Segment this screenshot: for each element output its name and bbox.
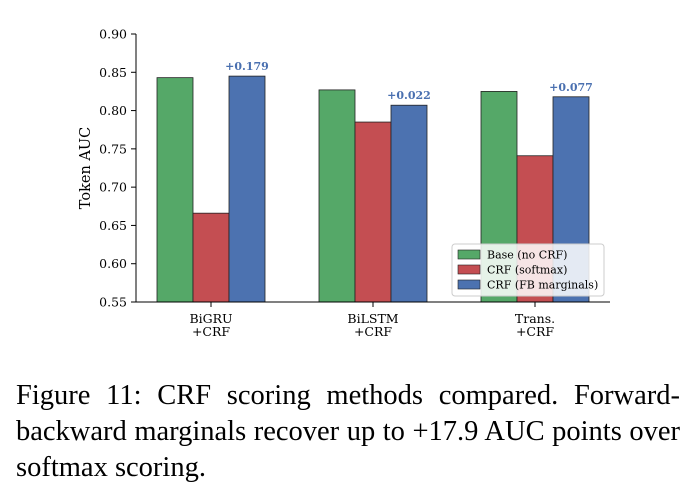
y-tick-label: 0.85 xyxy=(99,65,127,80)
delta-annotations: +0.179 +0.022 +0.077 xyxy=(225,60,593,102)
x-tick-label: +CRF xyxy=(354,324,392,339)
legend-box xyxy=(451,243,605,297)
legend-swatch xyxy=(457,279,481,290)
bars xyxy=(156,75,590,303)
bar-chart: 0.55 0.60 0.65 0.70 0.75 0.80 0.85 0.90 Token A… xyxy=(78,27,610,339)
bar-crf-fb xyxy=(390,104,428,303)
y-axis-title: Token AUC xyxy=(78,127,94,209)
bar-crf-softmax xyxy=(354,121,392,303)
y-tick-label: 0.90 xyxy=(99,27,127,42)
x-tick-label: +CRF xyxy=(192,324,230,339)
y-tick-label: 0.75 xyxy=(99,141,127,156)
bar-base xyxy=(318,89,356,303)
figure-caption: Figure 11: CRF scoring methods compared.… xyxy=(16,380,680,483)
legend-swatch xyxy=(457,249,481,260)
y-axis-ticks: 0.55 0.60 0.65 0.70 0.75 0.80 0.85 0.90 xyxy=(99,27,136,310)
x-tick-label: BiGRU xyxy=(189,311,232,326)
delta-label: +0.179 xyxy=(225,60,269,73)
y-tick-label: 0.55 xyxy=(99,295,127,310)
x-tick-label: +CRF xyxy=(516,324,554,339)
y-tick-label: 0.80 xyxy=(99,103,127,118)
x-tick-label: Trans. xyxy=(515,311,555,326)
x-tick-label: BiLSTM xyxy=(347,311,398,326)
bar-base xyxy=(156,77,194,303)
y-tick-label: 0.65 xyxy=(99,218,127,233)
legend-label: CRF (softmax) xyxy=(487,264,567,277)
bar-crf-softmax xyxy=(192,212,230,303)
legend: Base (no CRF) CRF (softmax) CRF (FB margin… xyxy=(451,243,605,297)
legend-swatch xyxy=(457,264,481,275)
delta-label: +0.077 xyxy=(549,81,593,94)
y-tick-label: 0.70 xyxy=(99,180,127,195)
bar-crf-fb xyxy=(228,75,266,303)
legend-label: Base (no CRF) xyxy=(487,249,567,262)
legend-label: CRF (FB marginals) xyxy=(487,279,598,292)
y-tick-label: 0.60 xyxy=(99,256,127,271)
delta-label: +0.022 xyxy=(387,89,431,102)
